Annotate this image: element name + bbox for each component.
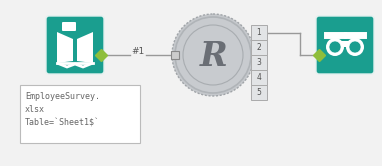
FancyBboxPatch shape bbox=[340, 41, 350, 47]
Circle shape bbox=[349, 41, 361, 53]
FancyBboxPatch shape bbox=[251, 70, 267, 85]
FancyBboxPatch shape bbox=[251, 85, 267, 100]
Circle shape bbox=[326, 38, 344, 56]
FancyBboxPatch shape bbox=[251, 40, 267, 55]
Text: 3: 3 bbox=[257, 58, 261, 67]
Circle shape bbox=[329, 41, 341, 53]
Circle shape bbox=[172, 14, 254, 96]
Polygon shape bbox=[77, 32, 93, 63]
Text: 1: 1 bbox=[257, 28, 261, 37]
FancyBboxPatch shape bbox=[251, 55, 267, 70]
FancyBboxPatch shape bbox=[62, 22, 76, 31]
Text: 2: 2 bbox=[257, 43, 261, 52]
Text: #1: #1 bbox=[131, 46, 145, 55]
Text: 5: 5 bbox=[257, 88, 261, 97]
Circle shape bbox=[346, 38, 364, 56]
Text: 4: 4 bbox=[257, 73, 261, 82]
FancyBboxPatch shape bbox=[251, 25, 267, 40]
FancyBboxPatch shape bbox=[316, 16, 374, 74]
FancyBboxPatch shape bbox=[171, 51, 179, 59]
Text: R: R bbox=[200, 41, 228, 74]
FancyBboxPatch shape bbox=[46, 16, 104, 74]
Circle shape bbox=[175, 17, 251, 93]
FancyBboxPatch shape bbox=[20, 85, 140, 143]
Polygon shape bbox=[57, 32, 73, 63]
Text: EmployeeSurvey.
xlsx
Table=`Sheet1$`: EmployeeSurvey. xlsx Table=`Sheet1$` bbox=[25, 92, 100, 127]
